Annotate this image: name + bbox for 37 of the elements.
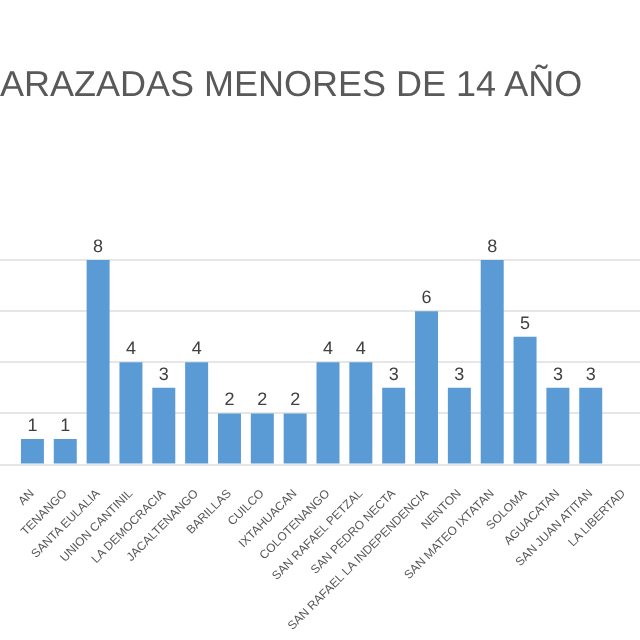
bar xyxy=(546,387,570,464)
bar xyxy=(480,260,504,464)
bar xyxy=(119,362,143,464)
bar xyxy=(53,439,77,464)
bar xyxy=(415,311,439,464)
bar xyxy=(382,387,406,464)
data-label: 8 xyxy=(487,235,498,256)
data-label: 2 xyxy=(257,389,268,410)
bar xyxy=(86,260,110,464)
bar xyxy=(20,439,44,464)
data-label: 4 xyxy=(125,338,136,359)
data-label: 4 xyxy=(322,338,334,359)
bar xyxy=(513,336,537,464)
bar xyxy=(185,362,209,464)
bar xyxy=(283,413,307,464)
data-label: 5 xyxy=(520,312,531,333)
data-label: 2 xyxy=(290,389,301,410)
data-label: 8 xyxy=(93,235,104,256)
data-label: 3 xyxy=(388,363,399,384)
bar xyxy=(217,413,241,464)
data-label: 6 xyxy=(421,287,432,308)
bar xyxy=(152,387,176,464)
data-label: 2 xyxy=(224,389,235,410)
data-label: 4 xyxy=(191,338,202,359)
data-label: 3 xyxy=(585,363,596,384)
chart-title: ARAZADAS MENORES DE 14 AÑO xyxy=(0,64,583,106)
data-label: 3 xyxy=(158,363,169,384)
bar xyxy=(250,413,274,464)
data-label: 4 xyxy=(355,338,366,359)
bar xyxy=(349,362,373,464)
data-label: 3 xyxy=(552,363,563,384)
data-label: 1 xyxy=(60,414,71,435)
bar xyxy=(579,387,603,464)
bar xyxy=(316,362,340,464)
bar xyxy=(447,387,471,464)
data-label: 3 xyxy=(454,363,465,384)
data-label: 1 xyxy=(27,414,38,435)
